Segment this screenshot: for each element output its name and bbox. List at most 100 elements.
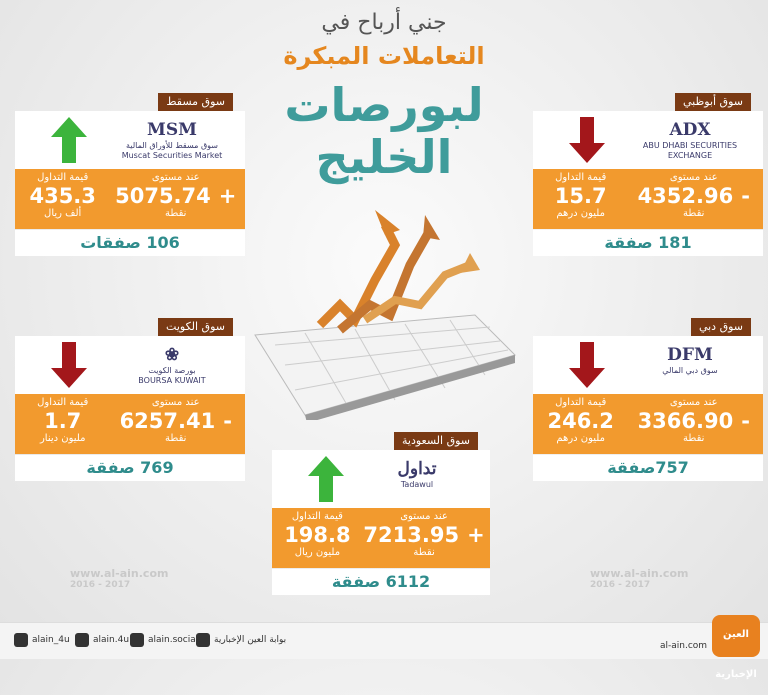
trade-value: 435.3 xyxy=(29,184,96,208)
market-logo: ADX ABU DHABI SECURITIES EXCHANGE xyxy=(635,119,745,161)
level-sign: - xyxy=(223,409,232,433)
level-label: عند مستوى xyxy=(151,397,200,408)
arrow-shape xyxy=(51,117,87,163)
arrow-down xyxy=(569,117,605,163)
level-label: عند مستوى xyxy=(400,511,448,522)
value-unit: ألف ريال xyxy=(44,208,82,219)
trade-value: 15.7 xyxy=(554,184,607,208)
level-value: 7213.95 xyxy=(363,523,460,547)
value-unit: مليون درهم xyxy=(556,208,605,219)
level-column: عند مستوى 3366.90- نقطة xyxy=(631,394,758,454)
value-column: قيمة التداول 246.2 مليون درهم xyxy=(537,394,624,454)
market-card: سوق أبوظبي ADX ABU DHABI SECURITIES EXCHAN… xyxy=(533,93,763,258)
logo-main: ADX xyxy=(669,120,711,140)
level-unit: نقطة xyxy=(683,433,705,444)
trade-value: 246.2 xyxy=(547,409,614,433)
level-value: 5075.74 xyxy=(115,184,211,208)
watermark-years: 2016 - 2017 xyxy=(70,580,131,590)
card-figures: عند مستوى 7213.95 + نقطة قيمة التداول 198.8 مل… xyxy=(272,508,490,568)
value-column: قيمة التداول 435.3 ألف ريال xyxy=(19,169,106,229)
level-value: 6257.41 xyxy=(119,409,216,433)
market-card: سوق الكويت ❀ بورصة الكويت BOURSA KUWAIT عند … xyxy=(15,318,245,483)
level-row: 3366.90- xyxy=(631,409,758,433)
deals-count: 757صفقة xyxy=(533,455,763,481)
watermark-url: www.al-ain.com xyxy=(70,567,169,580)
facebook[interactable]: alain.social xyxy=(130,633,198,647)
watermark-url: www.al-ain.com xyxy=(590,567,689,580)
market-logo: DFM سوق دبي المالي xyxy=(635,344,745,376)
site[interactable]: al-ain.com xyxy=(660,641,707,651)
value-column: قيمة التداول 1.7 مليون دينار xyxy=(19,394,106,454)
facebook-icon xyxy=(130,633,144,647)
level-row: 7213.95 + xyxy=(363,523,484,547)
logo-main: ❀ xyxy=(164,345,180,365)
logo-main: تداول xyxy=(397,459,437,479)
instagram[interactable]: alain.4u xyxy=(75,633,129,647)
level-row: 4352.96- xyxy=(631,184,758,208)
card-header: ❀ بورصة الكويت BOURSA KUWAIT xyxy=(15,336,245,394)
arrow-shape xyxy=(569,342,605,388)
twitter-handle: alain_4u xyxy=(32,635,70,645)
market-logo: تداول Tadawul xyxy=(362,458,472,490)
arrow-up xyxy=(308,456,344,502)
level-column: عند مستوى 5075.74 + نقطة xyxy=(113,169,240,229)
level-unit: نقطة xyxy=(683,208,705,219)
arrow-down xyxy=(569,342,605,388)
level-value: 4352.96 xyxy=(637,184,734,208)
level-column: عند مستوى 4352.96- نقطة xyxy=(631,169,758,229)
market-logo: MSM سوق مسقط للأوراق المالية Muscat Securi… xyxy=(117,119,227,161)
trade-value: 198.8 xyxy=(284,523,351,547)
logo-text: Muscat Securities Market xyxy=(121,151,223,160)
level-label: عند مستوى xyxy=(669,397,718,408)
arrow-shape xyxy=(308,456,344,502)
logo-text: سوق مسقط للأوراق المالية xyxy=(126,141,218,150)
market-name: سوق أبوظبي xyxy=(675,93,751,111)
deals-count: 769 صفقة xyxy=(15,455,245,481)
watermark-years: 2016 - 2017 xyxy=(590,580,651,590)
site-url: al-ain.com xyxy=(660,641,708,651)
arrow-down xyxy=(51,342,87,388)
card-header: DFM سوق دبي المالي xyxy=(533,336,763,394)
market-name: سوق السعودية xyxy=(394,432,478,450)
footer: alain_4u alain.4u alain.social بوابة الع… xyxy=(0,615,768,680)
twitter[interactable]: alain_4u xyxy=(14,633,70,647)
illustration xyxy=(254,210,516,420)
level-unit: نقطة xyxy=(165,433,187,444)
value-column: قيمة التداول 15.7 مليون درهم xyxy=(537,169,624,229)
title-line1: جني أرباح في xyxy=(321,10,447,35)
arrow-shape xyxy=(51,342,87,388)
card-figures: عند مستوى 4352.96- نقطة قيمة التداول 15.7 ملي… xyxy=(533,169,763,229)
logo-main: MSM xyxy=(147,120,197,140)
title-line4: الخليج xyxy=(315,130,453,184)
brand-logo: العين الإخبارية xyxy=(712,615,760,680)
value-label: قيمة التداول xyxy=(37,397,89,408)
market-name: سوق الكويت xyxy=(158,318,233,336)
logo-main: DFM xyxy=(667,345,713,365)
value-label: قيمة التداول xyxy=(555,172,607,183)
deals-count: 106 صفقات xyxy=(15,230,245,256)
value-column: قيمة التداول 198.8 مليون ريال xyxy=(276,508,359,568)
arrow-shape xyxy=(569,117,605,163)
level-value: 3366.90 xyxy=(637,409,734,433)
market-card: سوق السعودية تداول Tadawul عند مستوى 7213.95… xyxy=(272,432,490,597)
level-label: عند مستوى xyxy=(669,172,718,183)
value-label: قيمة التداول xyxy=(555,397,607,408)
level-row: 5075.74 + xyxy=(113,184,240,208)
level-sign: - xyxy=(741,184,750,208)
card-header: تداول Tadawul xyxy=(272,450,490,508)
watermark-left: www.al-ain.com 2016 - 2017 xyxy=(70,567,168,590)
deals-count: 6112 صفقة xyxy=(272,569,490,595)
youtube[interactable]: بوابة العين الإخبارية xyxy=(196,633,286,647)
card-header: MSM سوق مسقط للأوراق المالية Muscat Securi… xyxy=(15,111,245,169)
level-column: عند مستوى 7213.95 + نقطة xyxy=(363,508,484,568)
twitter-icon xyxy=(14,633,28,647)
logo-text: Tadawul xyxy=(400,480,434,489)
level-row: 6257.41- xyxy=(113,409,240,433)
market-logo: ❀ بورصة الكويت BOURSA KUWAIT xyxy=(117,344,227,386)
card-figures: عند مستوى 5075.74 + نقطة قيمة التداول 435.3 أل… xyxy=(15,169,245,229)
level-column: عند مستوى 6257.41- نقطة xyxy=(113,394,240,454)
watermark-right: www.al-ain.com 2016 - 2017 xyxy=(590,567,688,590)
youtube-handle: بوابة العين الإخبارية xyxy=(214,635,287,645)
level-unit: نقطة xyxy=(165,208,187,219)
instagram-icon xyxy=(75,633,89,647)
